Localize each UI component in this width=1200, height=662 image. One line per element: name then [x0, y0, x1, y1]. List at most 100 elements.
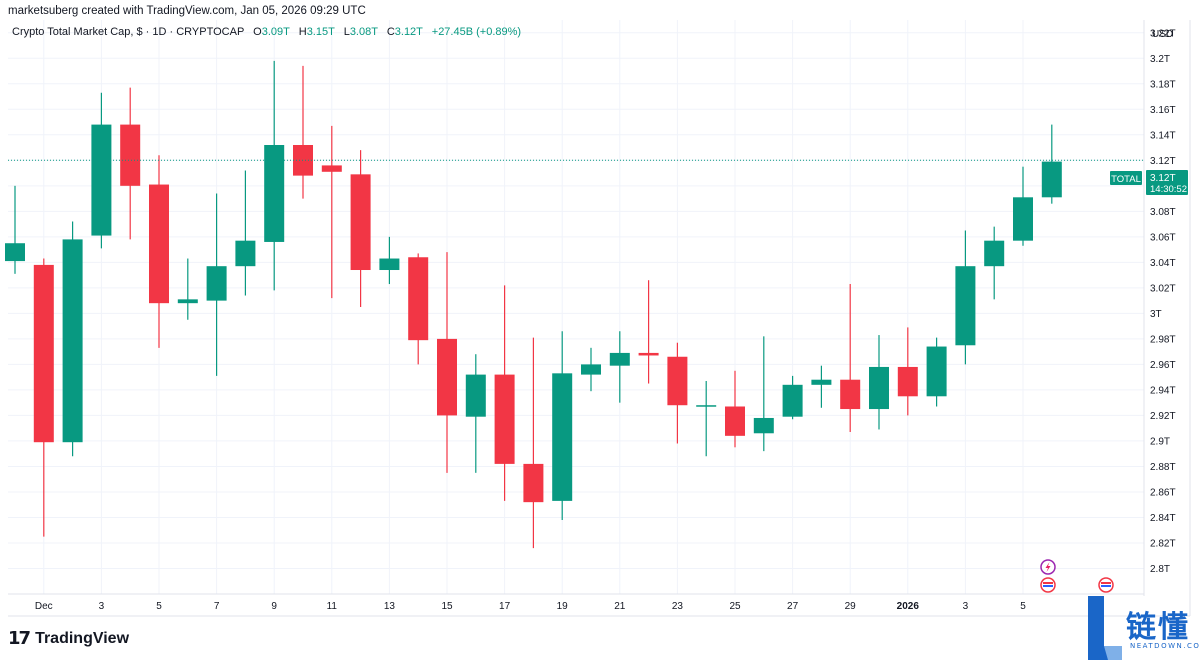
candle-down[interactable]	[840, 284, 861, 433]
candle-up[interactable]	[206, 193, 227, 376]
watermark-en-text: NEATDOWN.COM	[1130, 642, 1200, 650]
candle-down[interactable]	[33, 258, 54, 537]
price-tick-label: 3.06T	[1150, 232, 1176, 243]
symbol-legend: Crypto Total Market Cap, $ · 1D · CRYPTO…	[12, 26, 521, 38]
candle-up[interactable]	[1013, 166, 1033, 246]
candle-up[interactable]	[811, 365, 832, 408]
price-tick-label: 2.86T	[1150, 487, 1176, 498]
time-tick-label: Dec	[35, 601, 53, 612]
candle-body	[609, 352, 630, 366]
candle-body	[120, 124, 141, 186]
time-tick-label: 15	[441, 601, 453, 612]
chart-credit: marketsuberg created with TradingView.co…	[8, 5, 366, 17]
price-tick-label: 3.18T	[1150, 79, 1176, 90]
candle-up[interactable]	[379, 236, 400, 285]
candle-down[interactable]	[494, 285, 515, 501]
candle-up[interactable]	[91, 92, 112, 249]
candle-body	[494, 374, 515, 464]
candle-up[interactable]	[177, 258, 198, 320]
candle-up[interactable]	[235, 170, 256, 296]
close-label: C	[386, 26, 395, 38]
candle-up[interactable]	[955, 230, 976, 365]
candle-down[interactable]	[120, 87, 141, 240]
low-value: 3.08T	[349, 26, 378, 38]
candle-up[interactable]	[782, 375, 803, 420]
candle-up[interactable]	[609, 331, 630, 403]
candle-down[interactable]	[523, 337, 544, 549]
candle-down[interactable]	[293, 65, 313, 199]
time-axis-labels: Dec 3 5 7 9 11 13 15 17 19 21 23 25 27 29 2026 3 5	[35, 601, 1026, 612]
candle-body	[465, 374, 486, 417]
price-tick-label: 2.8T	[1150, 564, 1170, 575]
candle-up[interactable]	[984, 226, 1005, 300]
watermark-l-shape-left	[1088, 596, 1122, 660]
candle-body	[206, 266, 227, 301]
candle-up[interactable]	[264, 60, 285, 291]
time-tick-label: 2026	[897, 601, 920, 612]
candle-body	[62, 239, 83, 443]
candle-up[interactable]	[753, 336, 774, 452]
symbol-title[interactable]: Crypto Total Market Cap, $ · 1D · CRYPTO…	[12, 26, 245, 38]
candle-up[interactable]	[62, 221, 83, 457]
flag-stripe-blue	[1101, 585, 1111, 587]
time-tick-label: 27	[787, 601, 799, 612]
candle-down[interactable]	[667, 342, 688, 444]
candle-body	[782, 384, 803, 417]
currency-label[interactable]: USD	[1152, 29, 1173, 40]
candle-down[interactable]	[321, 125, 342, 299]
candle-down[interactable]	[437, 252, 457, 473]
candle-body	[753, 417, 774, 434]
tradingview-logo-mark: 17	[8, 628, 31, 649]
candle-up[interactable]	[696, 380, 717, 457]
price-tick-label: 2.82T	[1150, 538, 1176, 549]
candle-body	[437, 338, 457, 416]
candle-up[interactable]	[1041, 124, 1062, 204]
candle-body	[638, 352, 659, 356]
us-flag-event-icon[interactable]	[1098, 577, 1114, 593]
flag-stripe-red	[1043, 582, 1053, 584]
candle-body	[955, 266, 976, 346]
candle-up[interactable]	[926, 337, 947, 407]
price-tick-label: 3.2T	[1150, 54, 1170, 65]
candle-up[interactable]	[552, 331, 573, 521]
candle-down[interactable]	[350, 150, 371, 307]
time-tick-label: 7	[214, 601, 220, 612]
tradingview-logo-text: TradingView	[35, 629, 130, 647]
candle-body	[696, 405, 717, 407]
candle-down[interactable]	[149, 155, 169, 348]
symbol-tag-label: TOTAL	[1111, 174, 1141, 185]
candle-body	[840, 379, 861, 410]
price-tick-label: 3.22T	[1150, 28, 1176, 39]
candle-down[interactable]	[897, 327, 918, 416]
candle-up[interactable]	[5, 185, 25, 274]
time-tick-label: 5	[156, 601, 162, 612]
symbol-tag-box	[1110, 171, 1142, 185]
tradingview-logo[interactable]: 17 TradingView	[8, 628, 129, 649]
price-tick-label: 2.92T	[1150, 411, 1176, 422]
candle-body	[926, 346, 947, 397]
open-value: 3.09T	[261, 26, 290, 38]
flag-stripe-red	[1101, 582, 1111, 584]
price-tick-label: 2.84T	[1150, 513, 1176, 524]
price-tag-countdown: 14:30:52	[1150, 184, 1187, 195]
candle-body	[984, 240, 1005, 267]
lightning-event-icon[interactable]	[1040, 559, 1056, 575]
candle-up[interactable]	[581, 347, 601, 392]
time-tick-label: 19	[557, 601, 569, 612]
price-tick-label: 3.04T	[1150, 258, 1176, 269]
candle-up[interactable]	[465, 354, 486, 473]
last-price-tag: TOTAL 3.12T 14:30:52	[1110, 170, 1188, 195]
candle-down[interactable]	[408, 253, 429, 365]
candle-body	[725, 406, 745, 436]
price-tick-label: 3.12T	[1150, 156, 1176, 167]
low-label: L	[343, 26, 350, 38]
candle-down[interactable]	[725, 370, 745, 448]
us-flag-event-icon[interactable]	[1040, 577, 1056, 593]
candle-up[interactable]	[869, 335, 889, 430]
candle-down[interactable]	[638, 280, 659, 384]
price-tick-label: 3.16T	[1150, 105, 1176, 116]
time-tick-label: 3	[963, 601, 969, 612]
candle-body	[408, 257, 429, 341]
watermark-cn-text: 链懂	[1126, 610, 1190, 645]
